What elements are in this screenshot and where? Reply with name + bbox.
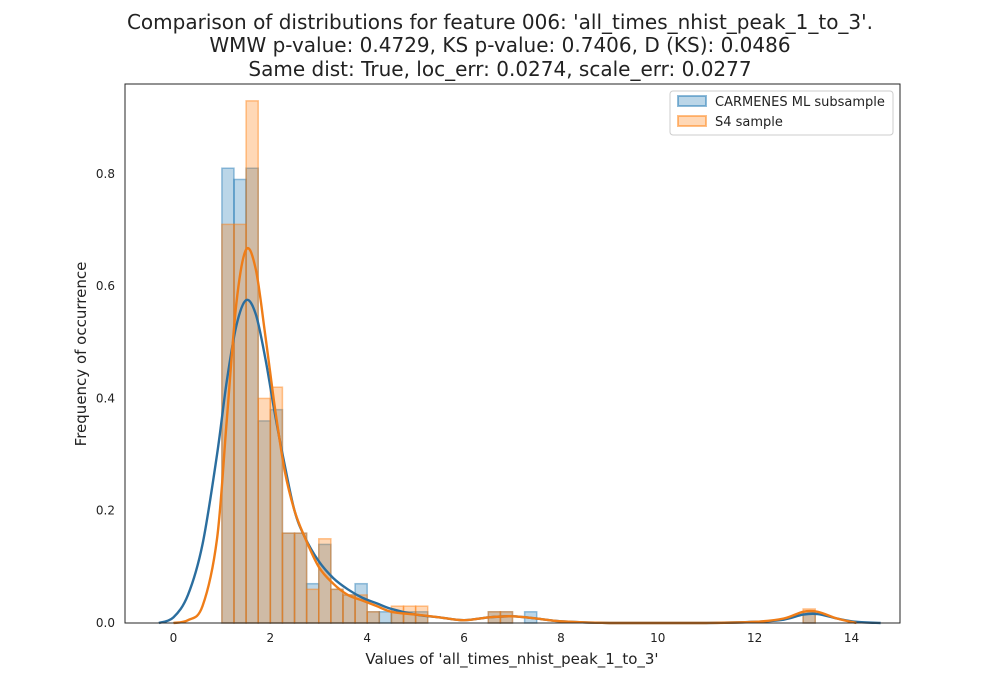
- x-tick-label: 6: [460, 631, 468, 645]
- hist-bar-series-1-bin-9: [330, 588, 344, 624]
- y-tick-label: 0.4: [96, 391, 115, 405]
- hist-bar-series-1-bin-6: [293, 532, 308, 624]
- chart-title-line-1: Comparison of distributions for feature …: [126, 10, 874, 34]
- hist-bar-series-1-bin-1: [233, 223, 247, 624]
- legend-label-carmenes: CARMENES ML subsample: [715, 95, 885, 110]
- x-tick-label: 8: [557, 631, 565, 645]
- histogram-layer: [221, 100, 816, 624]
- y-axis: 0.0 0.2 0.4 0.6 0.8: [96, 167, 115, 630]
- y-axis-label: Frequency of occurrence: [72, 262, 90, 447]
- x-axis: 0 2 4 6 8 10 12 14: [170, 631, 860, 645]
- y-tick-label: 0.8: [96, 167, 115, 181]
- chart-title-line-2: WMW p-value: 0.4729, KS p-value: 0.7406,…: [209, 33, 791, 57]
- hist-bar-series-0-bin-13: [378, 611, 393, 624]
- legend-swatch-s4: [677, 115, 707, 127]
- hist-bar-series-1-bin-5: [281, 532, 296, 624]
- hist-bar-series-1-bin-3: [257, 397, 272, 624]
- hist-bar-series-1-bin-10: [342, 594, 356, 624]
- plot-frame: [124, 83, 901, 624]
- hist-bar-series-1-bin-0: [221, 223, 235, 624]
- x-axis-label: Values of 'all_times_nhist_peak_1_to_3': [365, 650, 658, 669]
- hist-bar-series-1-bin-2: [245, 100, 259, 624]
- chart-title-line-3: Same dist: True, loc_err: 0.0274, scale_…: [248, 57, 752, 81]
- legend-box: [669, 90, 894, 136]
- x-tick-label: 2: [266, 631, 274, 645]
- legend-swatch-carmenes: [677, 95, 707, 107]
- legend-label-s4: S4 sample: [715, 115, 783, 130]
- y-tick-label: 0.6: [96, 279, 115, 293]
- x-tick-label: 10: [650, 631, 665, 645]
- hist-bar-series-1-bin-12: [366, 611, 381, 624]
- y-tick-label: 0.2: [96, 504, 115, 518]
- y-tick-label: 0.0: [96, 616, 115, 630]
- x-tick-label: 12: [747, 631, 762, 645]
- x-tick-label: 4: [363, 631, 371, 645]
- x-tick-label: 14: [844, 631, 859, 645]
- hist-bar-series-1-bin-7: [305, 588, 320, 624]
- x-tick-label: 0: [170, 631, 178, 645]
- legend: CARMENES ML subsample S4 sample: [669, 90, 894, 136]
